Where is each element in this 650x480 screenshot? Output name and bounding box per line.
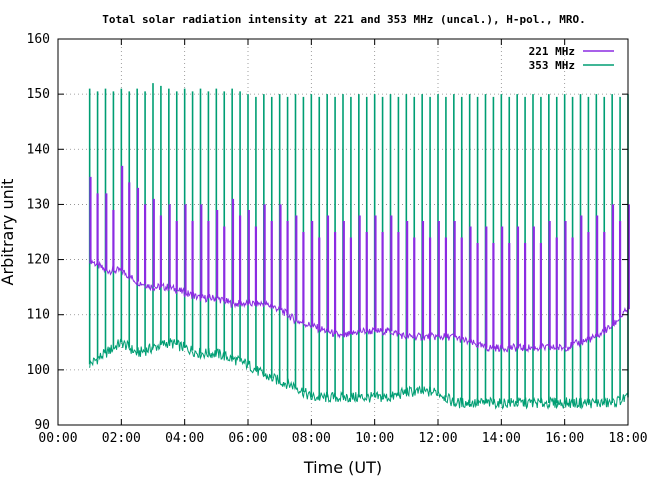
y-axis-label: Arbitrary unit <box>0 179 17 286</box>
x-tick-label: 08:00 <box>292 431 331 446</box>
y-tick-label: 90 <box>34 418 50 433</box>
x-tick-label: 06:00 <box>228 431 267 446</box>
plot-frame <box>57 38 629 426</box>
x-tick-label: 00:00 <box>38 431 77 446</box>
plot-series <box>88 83 630 410</box>
y-tick-label: 130 <box>27 197 50 212</box>
x-tick-label: 16:00 <box>545 431 584 446</box>
chart-title: Total solar radiation intensity at 221 a… <box>102 13 585 26</box>
y-tick-label: 160 <box>27 32 50 47</box>
x-tick-label: 02:00 <box>102 431 141 446</box>
x-axis-label: Time (UT) <box>303 458 382 477</box>
legend-label: 353 MHz <box>529 59 575 72</box>
y-tick-label: 110 <box>27 308 50 323</box>
legend-label: 221 MHz <box>529 45 575 58</box>
x-tick-label: 14:00 <box>482 431 521 446</box>
y-tick-label: 120 <box>27 253 50 268</box>
y-tick-label: 150 <box>27 87 50 102</box>
x-tick-label: 04:00 <box>165 431 204 446</box>
series-221-mhz <box>89 165 630 353</box>
y-tick-label: 140 <box>27 142 50 157</box>
ticks: 00:00 02:00 04:00 06:00 08:00 10:00 12:00 14:00… <box>27 32 648 446</box>
x-tick-label: 10:00 <box>355 431 394 446</box>
y-tick-label: 100 <box>27 363 50 378</box>
x-tick-label: 12:00 <box>418 431 457 446</box>
x-tick-label: 18:00 <box>608 431 647 446</box>
